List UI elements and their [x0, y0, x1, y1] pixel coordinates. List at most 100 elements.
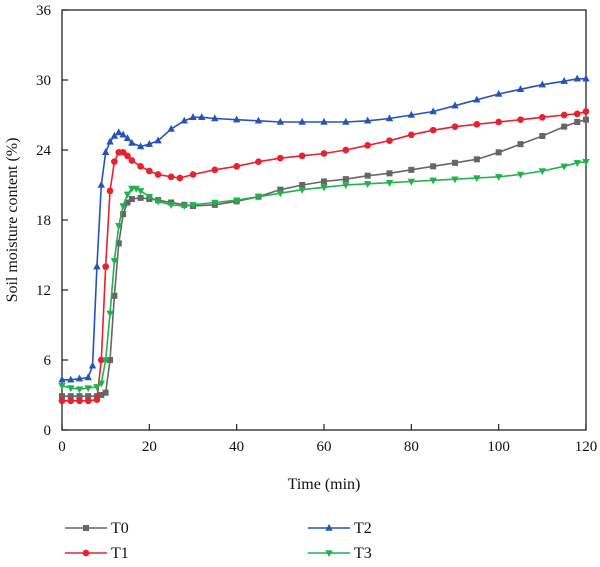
data-point-t3: [211, 199, 219, 207]
data-point-t3: [119, 203, 127, 211]
x-tick-label: 120: [575, 439, 598, 455]
data-point-t1: [429, 126, 437, 134]
data-point-t2: [119, 130, 127, 138]
data-point-t2: [407, 110, 416, 118]
data-point-t0: [342, 176, 349, 183]
data-point-t3: [75, 386, 84, 394]
legend-marker: [82, 524, 90, 532]
data-point-t3: [276, 190, 285, 198]
data-point-t1: [211, 166, 219, 174]
data-point-t3: [154, 198, 162, 206]
data-point-t2: [97, 180, 106, 188]
data-point-t0: [430, 163, 437, 170]
y-axis-title: Soil moisture content (%): [4, 138, 21, 303]
legend-item-t2: T2: [308, 520, 372, 537]
data-point-t0: [408, 166, 415, 173]
data-point-t2: [154, 136, 162, 144]
data-point-t3: [93, 384, 101, 391]
legend-label: T2: [354, 520, 372, 537]
y-tick-label: 6: [44, 353, 52, 369]
data-point-t2: [106, 137, 114, 145]
data-point-t1: [364, 141, 372, 149]
legend-item-t3: T3: [308, 545, 372, 562]
data-point-t1: [76, 397, 83, 405]
data-point-t0: [137, 194, 144, 201]
data-point-t3: [232, 197, 241, 205]
data-point-t2: [560, 77, 568, 84]
data-point-t2: [180, 116, 188, 124]
data-point-t3: [128, 185, 136, 193]
data-point-t1: [517, 116, 524, 124]
data-point-t3: [145, 193, 154, 201]
data-point-t0: [102, 389, 109, 396]
data-point-t3: [494, 174, 503, 181]
x-tick-label: 0: [58, 439, 66, 455]
data-point-t1: [58, 397, 66, 405]
y-tick-label: 18: [36, 213, 51, 229]
data-point-t0: [128, 195, 135, 203]
data-point-t2: [429, 107, 437, 115]
legend-marker: [82, 549, 90, 557]
data-point-t2: [516, 85, 525, 93]
data-point-t3: [115, 223, 123, 230]
data-point-t2: [363, 116, 372, 124]
data-point-t1: [560, 111, 568, 119]
data-point-t2: [298, 117, 306, 125]
data-point-t0: [517, 141, 524, 148]
data-point-t3: [180, 203, 188, 211]
data-point-t3: [385, 179, 394, 187]
data-point-t2: [145, 140, 154, 147]
data-point-t1: [189, 171, 197, 178]
data-point-t0: [473, 156, 480, 163]
data-point-t2: [276, 117, 285, 125]
legend-marker: [325, 523, 333, 531]
data-point-t0: [299, 181, 306, 189]
data-point-t1: [154, 171, 162, 178]
data-point-t3: [342, 182, 350, 190]
legend-label: T0: [111, 520, 129, 537]
data-point-t3: [84, 385, 92, 393]
data-point-t3: [298, 186, 306, 194]
data-point-t1: [582, 108, 590, 115]
data-point-t2: [582, 74, 590, 82]
data-point-t2: [123, 134, 132, 142]
series-t2: [58, 74, 590, 383]
legend-item-t1: T1: [65, 545, 129, 562]
data-point-t3: [582, 158, 590, 166]
data-point-t3: [101, 357, 110, 365]
data-point-t2: [573, 74, 581, 82]
data-point-t1: [451, 123, 459, 131]
legend-label: T3: [354, 545, 372, 562]
data-point-t0: [539, 132, 546, 140]
data-point-t2: [128, 138, 136, 146]
data-point-t1: [495, 118, 503, 126]
x-tick-label: 40: [229, 439, 244, 455]
data-point-t3: [167, 202, 175, 209]
legend-marker: [325, 550, 333, 558]
data-point-t2: [58, 375, 66, 383]
data-point-t2: [84, 373, 92, 381]
data-point-t2: [254, 116, 263, 124]
data-point-t2: [451, 101, 459, 109]
data-point-t3: [516, 171, 525, 179]
series-line-t1: [62, 110, 587, 402]
data-point-t0: [582, 116, 590, 123]
data-point-t3: [320, 184, 328, 192]
data-point-t2: [67, 375, 75, 383]
series-t0: [58, 116, 590, 400]
legend-item-t0: T0: [65, 520, 129, 537]
data-point-t2: [320, 117, 328, 125]
data-point-t3: [473, 175, 481, 183]
data-point-t1: [407, 131, 415, 139]
data-point-t3: [429, 177, 437, 185]
data-point-t1: [298, 152, 306, 160]
data-point-t3: [189, 202, 197, 209]
data-point-t2: [211, 114, 219, 122]
data-point-t2: [88, 361, 97, 369]
data-point-t2: [385, 114, 394, 122]
data-point-t1: [102, 263, 110, 271]
data-point-t3: [363, 181, 372, 188]
data-point-t1: [145, 167, 153, 175]
data-point-t1: [176, 174, 184, 182]
x-tick-label: 60: [317, 439, 332, 455]
